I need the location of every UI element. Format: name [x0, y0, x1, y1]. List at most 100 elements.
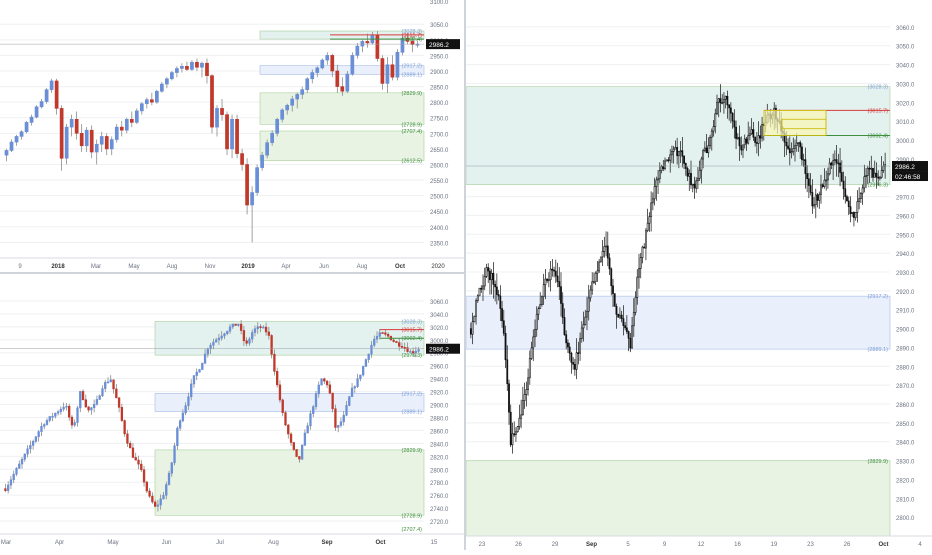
weekly-chart[interactable]: 3050.03000.02950.02900.02850.02800.02750…	[0, 0, 464, 272]
y-tick-label: 2900.0	[430, 404, 449, 410]
level-label: (3028.3)	[868, 85, 889, 91]
candle-body	[198, 369, 201, 373]
candle-body	[596, 270, 599, 274]
candle-body	[59, 408, 63, 413]
candle-body	[662, 166, 665, 169]
y-tick-label: 2890.0	[896, 346, 915, 352]
candle-body	[686, 168, 689, 177]
candle-body	[802, 159, 805, 161]
candle-body	[281, 399, 284, 413]
candle-body	[99, 136, 104, 145]
candle-body	[757, 135, 760, 144]
candle-body	[480, 287, 483, 290]
daily-chart[interactable]: 3060.0 3040.0 3020.0 3000.0 2980.0 2960.0 2940…	[0, 274, 464, 550]
candle-body	[350, 55, 355, 75]
candle-body	[832, 160, 835, 166]
candle-body	[386, 333, 390, 337]
hourly-chart-panel[interactable]: 3060.0 3050.0 3040.0 3030.0 3020.0 3010.0 3000…	[465, 0, 932, 550]
candle-body	[264, 326, 268, 333]
panel-divider-vertical[interactable]	[464, 0, 466, 550]
level-label: (3015.7)	[402, 33, 423, 39]
candle-body	[265, 142, 269, 156]
candle-body	[109, 139, 114, 150]
candle-body	[115, 388, 118, 399]
hourly-chart[interactable]: 3060.0 3050.0 3040.0 3030.0 3020.0 3010.0 3000…	[465, 0, 932, 550]
candle-body	[262, 326, 265, 329]
candle-body	[101, 388, 104, 397]
candle-body	[81, 391, 85, 401]
y-tick-label: 2840.0	[430, 442, 449, 448]
candle-body	[863, 176, 866, 189]
candle-body	[528, 358, 531, 379]
candle-body	[104, 382, 107, 389]
candle-body	[400, 346, 404, 348]
candle-body	[606, 245, 609, 259]
candle-body	[367, 353, 370, 360]
y-tick-label: 2930.0	[896, 271, 915, 277]
candle-body	[577, 352, 580, 354]
candle-body	[837, 162, 840, 165]
candle-body	[95, 399, 99, 405]
candle-body	[129, 118, 134, 123]
candle-body	[339, 421, 343, 426]
price-tag	[426, 39, 460, 50]
panel-divider-horizontal[interactable]	[0, 272, 464, 274]
x-tick-label: 2020	[431, 264, 445, 270]
x-tick-label: 12	[698, 542, 705, 548]
candle-body	[137, 459, 140, 465]
candle-body	[289, 433, 293, 443]
candle-body	[785, 141, 788, 147]
candle-body	[830, 162, 833, 166]
candle-body	[858, 198, 861, 202]
candle-body	[736, 137, 739, 139]
candle-body	[34, 436, 38, 442]
candle-body	[231, 323, 234, 328]
candle-body	[638, 268, 640, 278]
y-tick-label: 2550.0	[430, 179, 449, 185]
weekly-chart-panel[interactable]: 3050.03000.02950.02900.02850.02800.02750…	[0, 0, 464, 272]
candle-body	[84, 129, 89, 147]
candle-body	[159, 498, 162, 506]
candle-body	[280, 109, 285, 120]
candle-body	[759, 135, 762, 139]
candle-body	[170, 72, 174, 80]
y-tick-label: 2700.0	[430, 132, 449, 138]
candle-body	[700, 158, 703, 171]
highlight-box	[763, 109, 827, 136]
candle-body	[539, 304, 542, 310]
supply-demand-zone	[465, 460, 891, 537]
daily-chart-panel[interactable]: 3060.0 3040.0 3020.0 3000.0 2980.0 2960.0 2940…	[0, 274, 464, 550]
candle-body	[842, 180, 845, 190]
candle-body	[658, 170, 661, 180]
candle-body	[617, 314, 620, 318]
candle-body	[589, 289, 592, 299]
candle-body	[483, 276, 486, 287]
candle-body	[820, 184, 822, 195]
candle-body	[755, 142, 758, 144]
level-label: (3002.4)	[868, 133, 889, 139]
candle-body	[872, 167, 874, 178]
supply-demand-zone	[154, 449, 425, 516]
candle-body	[508, 383, 510, 413]
y-tick-label: 3000.0	[430, 339, 449, 345]
y-tick-label: 3020.0	[896, 101, 915, 107]
candle-body	[112, 379, 115, 390]
y-tick-label: 2810.0	[896, 497, 915, 503]
candle-body	[717, 98, 720, 103]
candle-body	[544, 278, 547, 286]
candle-body	[206, 348, 209, 355]
candle-body	[807, 178, 810, 186]
y-tick-label: 3030.0	[896, 82, 915, 88]
candle-body	[237, 323, 240, 326]
candle-body	[880, 170, 883, 178]
candle-body	[14, 136, 19, 143]
x-tick-label: 23	[807, 542, 814, 548]
candle-body	[728, 104, 731, 109]
level-label: (2829.9)	[402, 448, 423, 454]
candle-body	[731, 112, 734, 122]
y-tick-label: 2800.0	[430, 101, 449, 107]
candle-body	[162, 494, 165, 500]
candle-body	[74, 118, 79, 134]
candle-body	[554, 270, 557, 277]
candle-body	[410, 41, 415, 45]
